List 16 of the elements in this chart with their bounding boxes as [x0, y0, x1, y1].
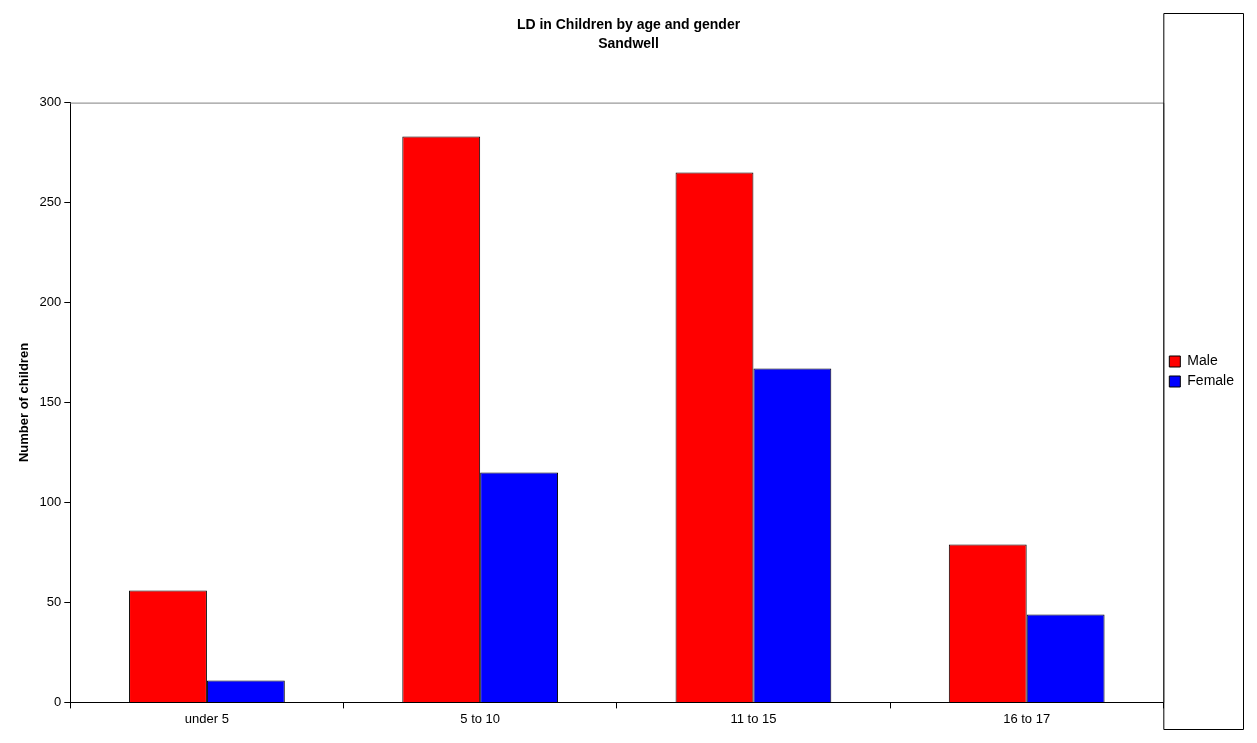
y-axis-title: Number of children: [16, 342, 32, 463]
x-tick-label: 5 to 10: [460, 710, 501, 726]
x-tick-label: under 5: [184, 710, 229, 726]
chart-subtitle: Sandwell: [598, 35, 659, 52]
legend-label: Male: [1187, 352, 1218, 369]
y-tick-label: 250: [39, 194, 62, 210]
y-tick-label: 150: [39, 394, 62, 410]
y-tick-label: 50: [46, 594, 62, 610]
x-tick-label: 11 to 15: [730, 710, 777, 726]
legend-label: Female: [1187, 372, 1235, 389]
chart-title: LD in Children by age and gender: [516, 16, 741, 33]
x-tick-label: 16 to 17: [1003, 710, 1051, 726]
y-tick-label: 100: [39, 494, 62, 510]
y-tick-label: 300: [39, 94, 62, 110]
y-tick-label: 200: [39, 294, 62, 310]
y-tick-label: 0: [54, 693, 62, 709]
